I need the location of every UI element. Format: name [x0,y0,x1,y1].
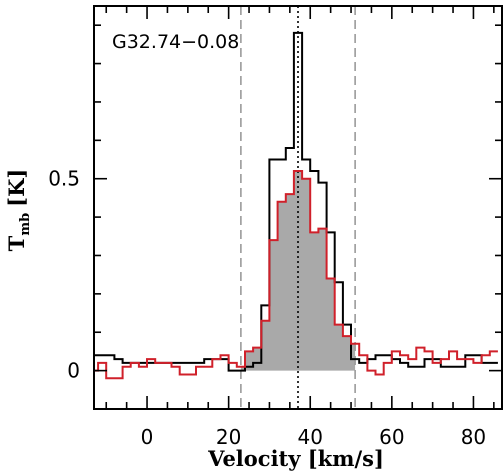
source-name-label: G32.74−0.08 [112,31,239,53]
svg-text:Tmb[K]: Tmb [K] [4,169,33,252]
y-tick-label: 0.5 [48,167,80,191]
y-axis-label-unit: [K] [4,169,29,207]
series-red-line [94,170,498,380]
integrated-area [240,171,356,371]
series-black-line [94,31,498,372]
y-axis-label: Tmb [K] [4,169,33,252]
plot-border [93,5,503,410]
y-axis-label-main: T [4,235,29,251]
axes-frame: 0 20 40 60 80 0 0.5 [48,5,503,449]
y-axis-label-sub: mb [18,213,33,236]
x-tick-label: 0 [141,425,154,449]
plot-area [94,6,498,409]
x-tick-label: 60 [379,425,404,449]
y-tick-label: 0 [67,359,80,383]
x-tick-label: 20 [216,425,241,449]
x-axis-label: Velocity [km/s] [207,446,384,471]
x-tick-label: 80 [461,425,486,449]
x-tick-label: 40 [298,425,323,449]
